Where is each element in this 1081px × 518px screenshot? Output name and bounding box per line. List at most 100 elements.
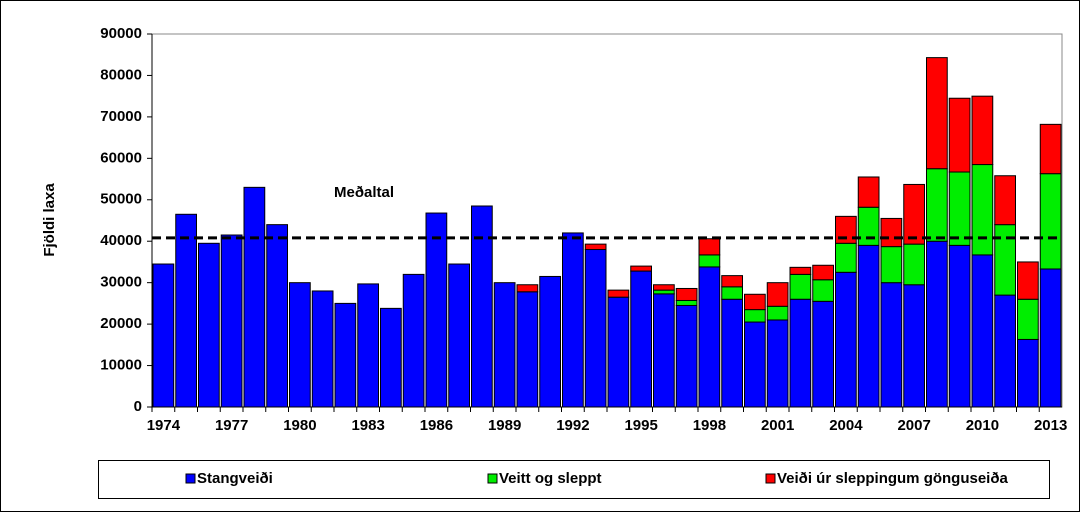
bar-segment <box>516 284 539 293</box>
bar-segment <box>880 246 903 284</box>
bar-segment <box>493 282 516 408</box>
bar-segment <box>630 270 652 408</box>
bar-segment <box>835 242 857 273</box>
bar-segment <box>516 291 539 408</box>
bar-segment <box>789 298 812 408</box>
legend-label: Veiði úr sleppingum gönguseiða <box>777 470 1009 487</box>
bar-segment <box>630 265 652 272</box>
bar-segment <box>584 249 607 408</box>
x-tick-label: 2007 <box>897 417 930 434</box>
bar-segment <box>357 283 379 408</box>
bar-segment <box>675 299 698 306</box>
bar-segment <box>926 57 948 170</box>
annotation: Meðaltal <box>334 184 394 201</box>
bar-segment <box>698 266 721 408</box>
legend-swatch <box>487 473 498 484</box>
x-tick-label: 2004 <box>829 417 863 434</box>
bar-segment <box>198 242 220 408</box>
bar-segment <box>812 264 834 281</box>
bar-segment <box>835 271 857 408</box>
x-tick-label: 1998 <box>693 417 726 434</box>
bar-segment <box>152 263 175 408</box>
bar-segment <box>789 266 812 275</box>
bar-segment <box>948 171 971 246</box>
bar-segment <box>698 238 721 256</box>
x-tick-label: 1986 <box>420 417 453 434</box>
bar-segment <box>584 243 607 251</box>
bar-segment <box>402 273 425 408</box>
bar-segment <box>562 232 584 408</box>
bar-segment <box>903 243 925 286</box>
bar-segment <box>903 284 925 408</box>
bar-segment <box>1039 268 1062 408</box>
bar-segment <box>175 213 197 408</box>
x-tick-label: 1992 <box>556 417 589 434</box>
bar-segment <box>334 302 357 408</box>
bar-segment <box>698 254 721 268</box>
bar-segment <box>971 164 994 256</box>
bar-segment <box>721 286 743 300</box>
bar-segment <box>948 244 971 408</box>
bar-segment <box>994 224 1016 296</box>
bar-segment <box>971 254 994 408</box>
bar-segment <box>812 279 834 302</box>
bar-segment <box>471 205 493 408</box>
bar-segment <box>857 206 880 246</box>
x-tick-label: 1989 <box>488 417 521 434</box>
plot-area <box>151 33 1063 408</box>
bar-segment <box>289 282 311 408</box>
bar-segment <box>789 273 812 300</box>
bar-segment <box>766 282 789 307</box>
bar-segment <box>926 168 948 242</box>
x-tick-label: 1980 <box>283 417 316 434</box>
bar-segment <box>266 224 288 408</box>
x-tick-label: 2010 <box>966 417 999 434</box>
bar-segment <box>994 294 1016 408</box>
bar-segment <box>766 305 789 321</box>
bar-segment <box>380 307 402 408</box>
y-tick-label: 80000 <box>100 66 142 83</box>
bar-segment <box>1039 173 1062 270</box>
x-tick-label: 1983 <box>351 417 384 434</box>
y-tick-label: 10000 <box>100 357 142 374</box>
y-tick-label: 0 <box>134 398 142 415</box>
bar-segment <box>1017 298 1039 340</box>
bar-segment <box>607 296 630 408</box>
bar-segment <box>812 300 834 408</box>
bar-segment <box>1017 261 1039 300</box>
x-tick-label: 2013 <box>1034 417 1067 434</box>
bar-segment <box>243 186 266 408</box>
y-tick-label: 90000 <box>100 25 142 42</box>
bar-segment <box>721 275 743 288</box>
y-tick-label: 60000 <box>100 149 142 166</box>
y-tick-label: 20000 <box>100 315 142 332</box>
bar-segment <box>857 176 880 208</box>
bar-segment <box>721 298 743 408</box>
bar-segment <box>857 244 880 408</box>
y-tick-label: 30000 <box>100 274 142 291</box>
bar-segment <box>744 293 766 311</box>
bar-segment <box>880 282 903 408</box>
bar-segment <box>675 304 698 408</box>
x-tick-label: 1977 <box>215 417 248 434</box>
legend-swatch <box>765 473 776 484</box>
bar-segment <box>926 240 948 408</box>
bar-segment <box>653 289 675 295</box>
bar-segment <box>1039 123 1062 175</box>
y-tick-label: 40000 <box>100 232 142 249</box>
y-tick-label: 70000 <box>100 108 142 125</box>
bar-segment <box>1017 338 1039 408</box>
bar-segment <box>948 97 971 173</box>
bar-segment <box>607 289 630 298</box>
legend-swatch <box>185 473 196 484</box>
bar-segment <box>311 290 334 408</box>
bar-segment <box>425 212 448 408</box>
y-axis-label: Fjöldi laxa <box>41 183 58 257</box>
x-tick-label: 1995 <box>624 417 657 434</box>
x-tick-label: 2001 <box>761 417 794 434</box>
bar-segment <box>675 287 698 301</box>
bar-segment <box>448 263 470 408</box>
legend-box <box>98 460 1050 499</box>
bar-segment <box>744 309 766 323</box>
